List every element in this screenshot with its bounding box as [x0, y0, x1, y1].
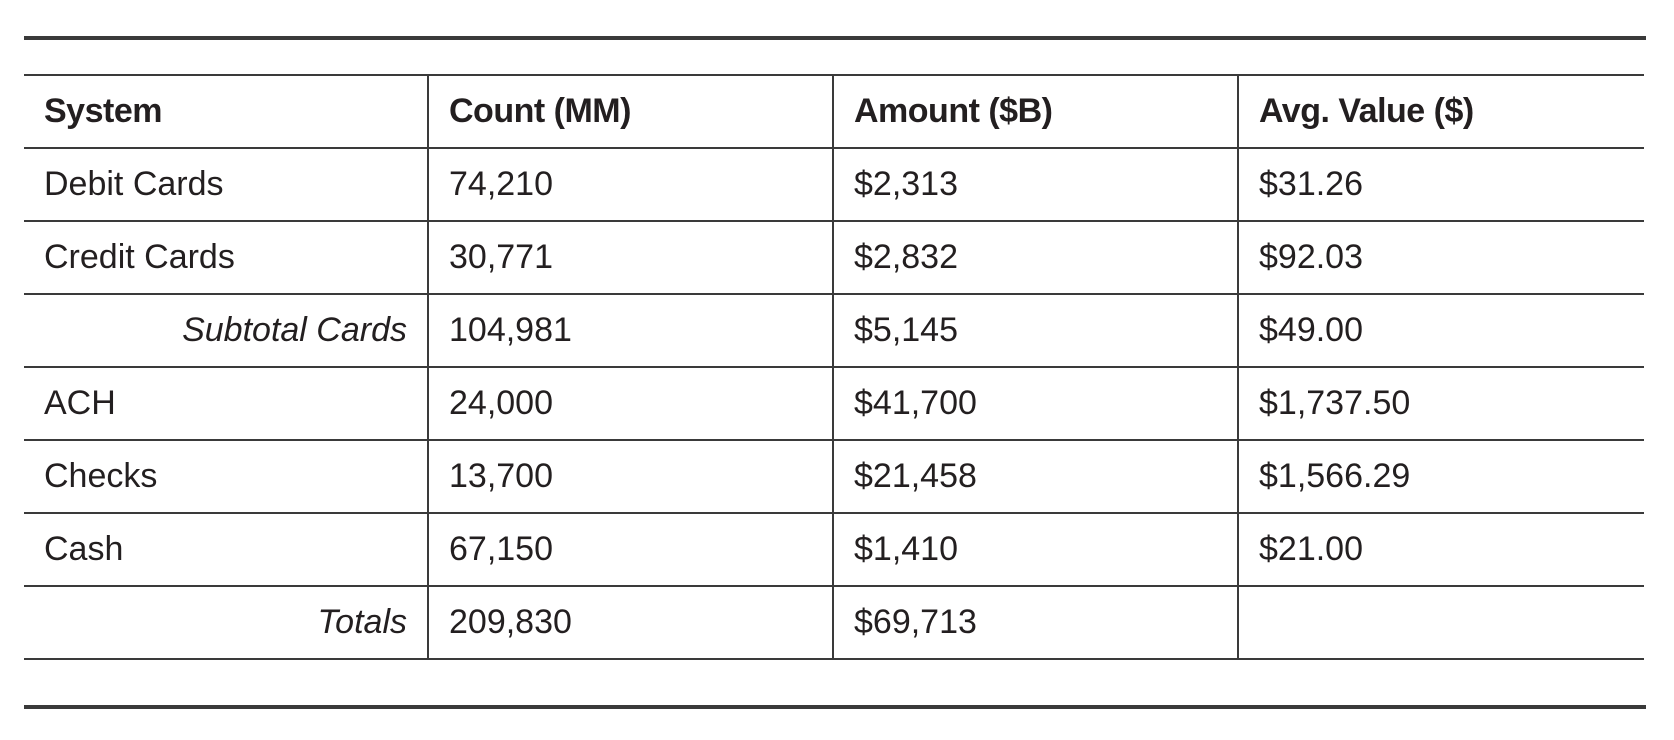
cell-avg-value: $49.00	[1237, 293, 1644, 368]
top-rule	[24, 36, 1646, 40]
cell-system: Cash	[24, 512, 428, 587]
cell-system: ACH	[24, 366, 428, 441]
cell-system: Checks	[24, 439, 428, 514]
cell-avg-value: $92.03	[1237, 220, 1644, 295]
header-system: System	[24, 74, 428, 149]
cell-amount: $5,145	[832, 293, 1238, 368]
bottom-rule	[24, 705, 1646, 709]
cell-totals-label: Totals	[24, 585, 428, 660]
cell-count: 74,210	[427, 147, 833, 222]
table-row: Credit Cards 30,771 $2,832 $92.03	[24, 220, 1644, 295]
table-row: Checks 13,700 $21,458 $1,566.29	[24, 439, 1644, 514]
cell-count: 30,771	[427, 220, 833, 295]
cell-count: 24,000	[427, 366, 833, 441]
cell-avg-value: $1,737.50	[1237, 366, 1644, 441]
cell-amount: $69,713	[832, 585, 1238, 660]
table-row: Debit Cards 74,210 $2,313 $31.26	[24, 147, 1644, 222]
cell-system: Credit Cards	[24, 220, 428, 295]
cell-count: 104,981	[427, 293, 833, 368]
totals-row: Totals 209,830 $69,713	[24, 585, 1644, 660]
header-row: System Count (MM) Amount ($B) Avg. Value…	[24, 74, 1644, 149]
cell-avg-value: $31.26	[1237, 147, 1644, 222]
cell-avg-value: $1,566.29	[1237, 439, 1644, 514]
cell-avg-value	[1237, 585, 1644, 660]
table-row: ACH 24,000 $41,700 $1,737.50	[24, 366, 1644, 441]
cell-count: 67,150	[427, 512, 833, 587]
header-avg-value: Avg. Value ($)	[1237, 74, 1644, 149]
subtotal-row: Subtotal Cards 104,981 $5,145 $49.00	[24, 293, 1644, 368]
cell-subtotal-label: Subtotal Cards	[24, 293, 428, 368]
cell-system: Debit Cards	[24, 147, 428, 222]
cell-amount: $2,832	[832, 220, 1238, 295]
cell-amount: $1,410	[832, 512, 1238, 587]
cell-amount: $41,700	[832, 366, 1238, 441]
cell-count: 209,830	[427, 585, 833, 660]
payment-systems-table: System Count (MM) Amount ($B) Avg. Value…	[24, 74, 1644, 660]
cell-count: 13,700	[427, 439, 833, 514]
cell-amount: $21,458	[832, 439, 1238, 514]
cell-avg-value: $21.00	[1237, 512, 1644, 587]
cell-amount: $2,313	[832, 147, 1238, 222]
table-row: Cash 67,150 $1,410 $21.00	[24, 512, 1644, 587]
header-count: Count (MM)	[427, 74, 833, 149]
header-amount: Amount ($B)	[832, 74, 1238, 149]
